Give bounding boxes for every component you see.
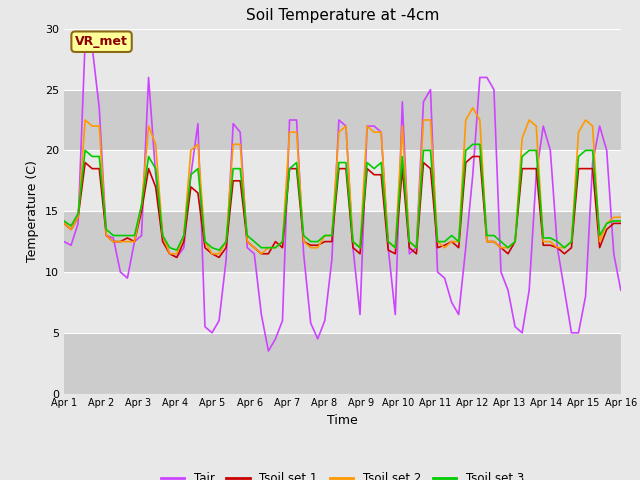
Tsoil set 2 <box>399 123 406 129</box>
Tsoil set 2 <box>568 239 575 244</box>
Tsoil set 3 <box>469 142 477 147</box>
Tsoil set 2 <box>469 105 477 111</box>
Tsoil set 3 <box>406 239 413 244</box>
Tair <box>321 318 328 324</box>
Tsoil set 1 <box>406 245 413 251</box>
Bar <box>64 29 621 90</box>
Tair <box>617 288 625 293</box>
Tsoil set 2 <box>314 245 321 251</box>
Tsoil set 1 <box>399 166 406 171</box>
Tair <box>264 348 272 354</box>
Tair <box>60 239 68 244</box>
Tsoil set 3 <box>60 218 68 224</box>
Tsoil set 2 <box>427 117 435 123</box>
Tsoil set 2 <box>60 220 68 226</box>
Tair <box>81 38 89 44</box>
Tsoil set 3 <box>314 239 321 244</box>
Tsoil set 2 <box>166 251 173 257</box>
Tsoil set 2 <box>406 239 413 244</box>
Tsoil set 1 <box>448 239 456 244</box>
Tsoil set 3 <box>617 218 625 224</box>
Title: Soil Temperature at -4cm: Soil Temperature at -4cm <box>246 9 439 24</box>
Tsoil set 3 <box>173 247 180 253</box>
Tsoil set 3 <box>399 154 406 159</box>
Tsoil set 1 <box>173 254 180 260</box>
Bar <box>64 90 621 150</box>
Tsoil set 1 <box>314 242 321 248</box>
Line: Tair: Tair <box>64 41 621 351</box>
Text: VR_met: VR_met <box>75 35 128 48</box>
Line: Tsoil set 1: Tsoil set 1 <box>64 156 621 257</box>
Bar <box>64 272 621 333</box>
Tsoil set 2 <box>617 215 625 220</box>
X-axis label: Time: Time <box>327 414 358 427</box>
Legend: Tair, Tsoil set 1, Tsoil set 2, Tsoil set 3: Tair, Tsoil set 1, Tsoil set 2, Tsoil se… <box>156 468 529 480</box>
Tsoil set 1 <box>617 220 625 226</box>
Tair <box>568 330 575 336</box>
Tsoil set 3 <box>448 233 456 239</box>
Line: Tsoil set 3: Tsoil set 3 <box>64 144 621 250</box>
Tair <box>413 245 420 251</box>
Bar <box>64 211 621 272</box>
Tair <box>406 251 413 257</box>
Tair <box>455 312 463 317</box>
Tair <box>434 269 442 275</box>
Y-axis label: Temperature (C): Temperature (C) <box>26 160 40 262</box>
Tsoil set 2 <box>448 239 456 244</box>
Tsoil set 1 <box>568 245 575 251</box>
Tsoil set 3 <box>427 147 435 153</box>
Tsoil set 1 <box>469 154 477 159</box>
Tsoil set 1 <box>427 166 435 171</box>
Tsoil set 3 <box>568 239 575 244</box>
Tsoil set 1 <box>60 220 68 226</box>
Line: Tsoil set 2: Tsoil set 2 <box>64 108 621 254</box>
Bar <box>64 150 621 211</box>
Bar <box>64 333 621 394</box>
